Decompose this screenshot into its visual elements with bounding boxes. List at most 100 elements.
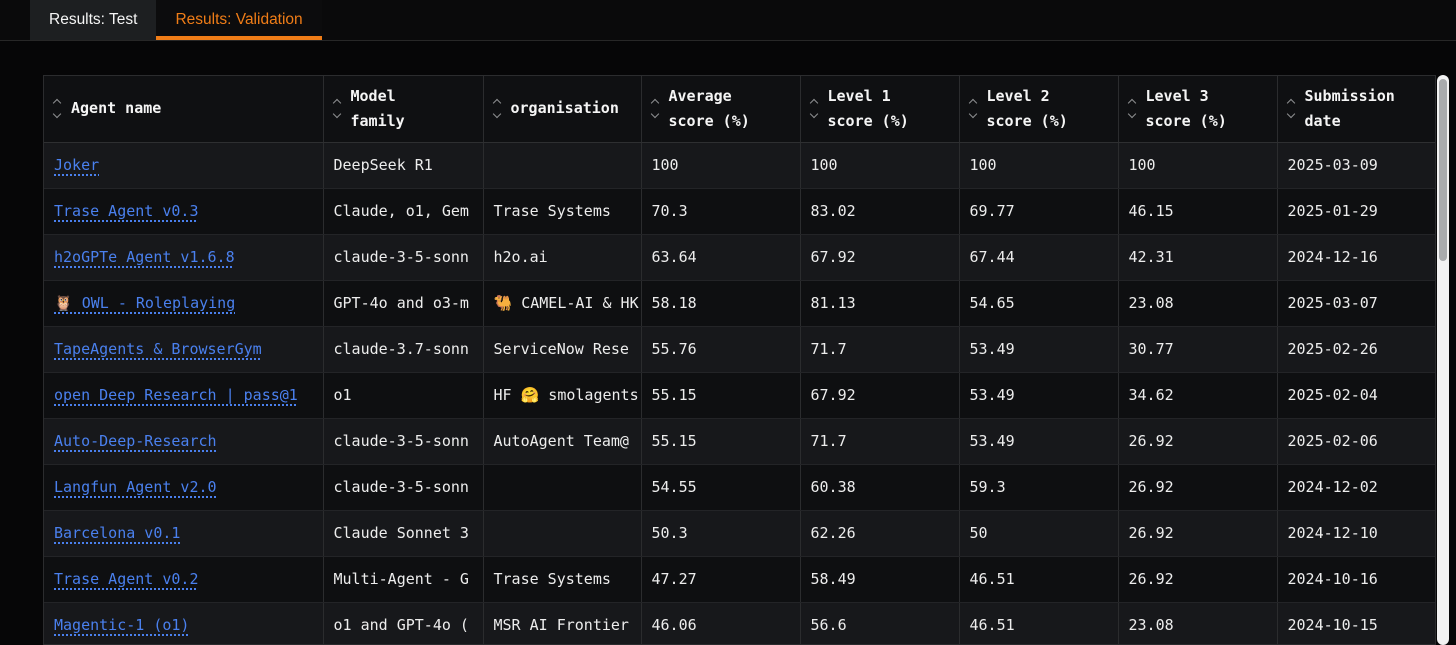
cell-model: o1: [323, 372, 484, 419]
column-header-level1-score[interactable]: Level 1 score (%): [800, 76, 960, 143]
table-row: Barcelona v0.1 Claude Sonnet 3 50.3 62.26 50…: [44, 510, 1435, 557]
cell-l2: 53.49: [959, 326, 1119, 373]
column-label: Level 1 score (%): [827, 87, 909, 130]
cell-date: 2025-02-06: [1277, 418, 1435, 465]
cell-avg: 100: [641, 142, 801, 189]
cell-l1: 67.92: [800, 234, 960, 281]
cell-l2: 69.77: [959, 188, 1119, 235]
cell-l3: 34.62: [1118, 372, 1278, 419]
agent-link[interactable]: Trase Agent v0.2: [54, 570, 199, 588]
table-body: Joker DeepSeek R1 100 100 100 100 2025-03-09 Tr…: [44, 142, 1435, 644]
cell-agent: Trase Agent v0.3: [44, 188, 324, 235]
table-row: Trase Agent v0.3 Claude, o1, Gem Trase Sys…: [44, 188, 1435, 235]
cell-date: 2024-10-16: [1277, 556, 1435, 603]
column-header-level2-score[interactable]: Level 2 score (%): [959, 76, 1119, 143]
cell-l3: 26.92: [1118, 418, 1278, 465]
cell-l1: 81.13: [800, 280, 960, 327]
cell-l2: 50: [959, 510, 1119, 557]
cell-avg: 50.3: [641, 510, 801, 557]
cell-model: GPT-4o and o3-m: [323, 280, 484, 327]
cell-org: [483, 510, 642, 557]
cell-model: Claude Sonnet 3: [323, 510, 484, 557]
cell-l1: 56.6: [800, 602, 960, 644]
cell-date: 2024-12-10: [1277, 510, 1435, 557]
cell-agent: TapeAgents & BrowserGym: [44, 326, 324, 373]
column-header-submission-date[interactable]: Submission date: [1277, 76, 1435, 143]
cell-org: 🐫 CAMEL-AI & HK: [483, 280, 642, 327]
cell-agent: Auto-Deep-Research: [44, 418, 324, 465]
agent-link[interactable]: Langfun Agent v2.0: [54, 478, 217, 496]
table-row: Trase Agent v0.2 Multi-Agent - G Trase Sys…: [44, 556, 1435, 603]
column-header-model-family[interactable]: Model family: [323, 76, 484, 143]
sort-icon: [52, 99, 62, 119]
cell-l1: 58.49: [800, 556, 960, 603]
column-label: organisation: [510, 99, 619, 118]
sort-icon: [650, 99, 659, 119]
agent-link[interactable]: Auto-Deep-Research: [54, 432, 217, 450]
cell-l1: 71.7: [800, 326, 960, 373]
tab-results-test[interactable]: Results: Test: [30, 0, 157, 40]
table-row: h2oGPTe Agent v1.6.8 claude-3-5-sonn h2o.a…: [44, 234, 1435, 281]
column-header-organisation[interactable]: organisation: [483, 76, 642, 143]
table-row: Auto-Deep-Research claude-3-5-sonn AutoAge…: [44, 418, 1435, 465]
table-row: Magentic-1 (o1) o1 and GPT-4o (MSR AI Fro…: [44, 602, 1435, 644]
vertical-scrollbar-thumb[interactable]: [1439, 79, 1447, 261]
agent-link[interactable]: Magentic-1 (o1): [54, 616, 190, 634]
agent-link[interactable]: 🦉 OWL - Roleplaying: [54, 294, 236, 312]
cell-agent: 🦉 OWL - Roleplaying: [44, 280, 324, 327]
cell-avg: 55.15: [641, 372, 801, 419]
agent-link[interactable]: TapeAgents & BrowserGym: [54, 340, 262, 358]
cell-date: 2025-03-07: [1277, 280, 1435, 327]
cell-model: claude-3.7-sonn: [323, 326, 484, 373]
cell-org: HF 🤗 smolagents: [483, 372, 642, 419]
cell-model: o1 and GPT-4o (: [323, 602, 484, 644]
cell-l2: 67.44: [959, 234, 1119, 281]
agent-link[interactable]: open Deep Research | pass@1: [54, 386, 298, 404]
agent-link[interactable]: Trase Agent v0.3: [54, 202, 199, 220]
cell-org: ServiceNow Rese: [483, 326, 642, 373]
results-table: Agent name Model family organisation Ave…: [44, 76, 1435, 644]
header-row: Agent name Model family organisation Ave…: [44, 76, 1435, 143]
cell-model: Multi-Agent - G: [323, 556, 484, 603]
cell-org: Trase Systems: [483, 188, 642, 235]
cell-agent: Trase Agent v0.2: [44, 556, 324, 603]
cell-l2: 53.49: [959, 418, 1119, 465]
cell-l3: 46.15: [1118, 188, 1278, 235]
column-label: Average score (%): [668, 87, 750, 130]
results-table-container: Agent name Model family organisation Ave…: [43, 75, 1436, 645]
table-row: 🦉 OWL - Roleplaying GPT-4o and o3-m 🐫 CAME…: [44, 280, 1435, 327]
cell-l1: 83.02: [800, 188, 960, 235]
cell-avg: 55.76: [641, 326, 801, 373]
agent-link[interactable]: Barcelona v0.1: [54, 524, 181, 542]
cell-model: claude-3-5-sonn: [323, 418, 484, 465]
sort-icon: [809, 99, 818, 119]
cell-l3: 100: [1118, 142, 1278, 189]
agent-link[interactable]: h2oGPTe Agent v1.6.8: [54, 248, 235, 266]
leaderboard-area: Agent name Model family organisation Ave…: [0, 41, 1456, 645]
cell-l2: 46.51: [959, 602, 1119, 644]
cell-l2: 59.3: [959, 464, 1119, 511]
column-header-average-score[interactable]: Average score (%): [641, 76, 801, 143]
table-row: open Deep Research | pass@1 o1 HF 🤗 smolag…: [44, 372, 1435, 419]
cell-l3: 30.77: [1118, 326, 1278, 373]
cell-l2: 53.49: [959, 372, 1119, 419]
cell-avg: 54.55: [641, 464, 801, 511]
cell-agent: Joker: [44, 142, 324, 189]
column-label: Level 3 score (%): [1145, 87, 1227, 130]
column-header-agent-name[interactable]: Agent name: [44, 76, 324, 143]
cell-avg: 63.64: [641, 234, 801, 281]
cell-l3: 26.92: [1118, 510, 1278, 557]
cell-org: AutoAgent Team@: [483, 418, 642, 465]
table-row: Joker DeepSeek R1 100 100 100 100 2025-03-09: [44, 142, 1435, 189]
agent-link[interactable]: Joker: [54, 156, 100, 174]
sort-icon: [1286, 99, 1295, 119]
column-label: Model family: [350, 87, 405, 130]
cell-l1: 71.7: [800, 418, 960, 465]
vertical-scrollbar-track[interactable]: [1437, 75, 1449, 645]
cell-date: 2025-02-04: [1277, 372, 1435, 419]
cell-agent: h2oGPTe Agent v1.6.8: [44, 234, 324, 281]
column-label: Submission date: [1304, 87, 1395, 130]
cell-l1: 100: [800, 142, 960, 189]
column-header-level3-score[interactable]: Level 3 score (%): [1118, 76, 1278, 143]
tab-results-validation[interactable]: Results: Validation: [156, 0, 322, 40]
